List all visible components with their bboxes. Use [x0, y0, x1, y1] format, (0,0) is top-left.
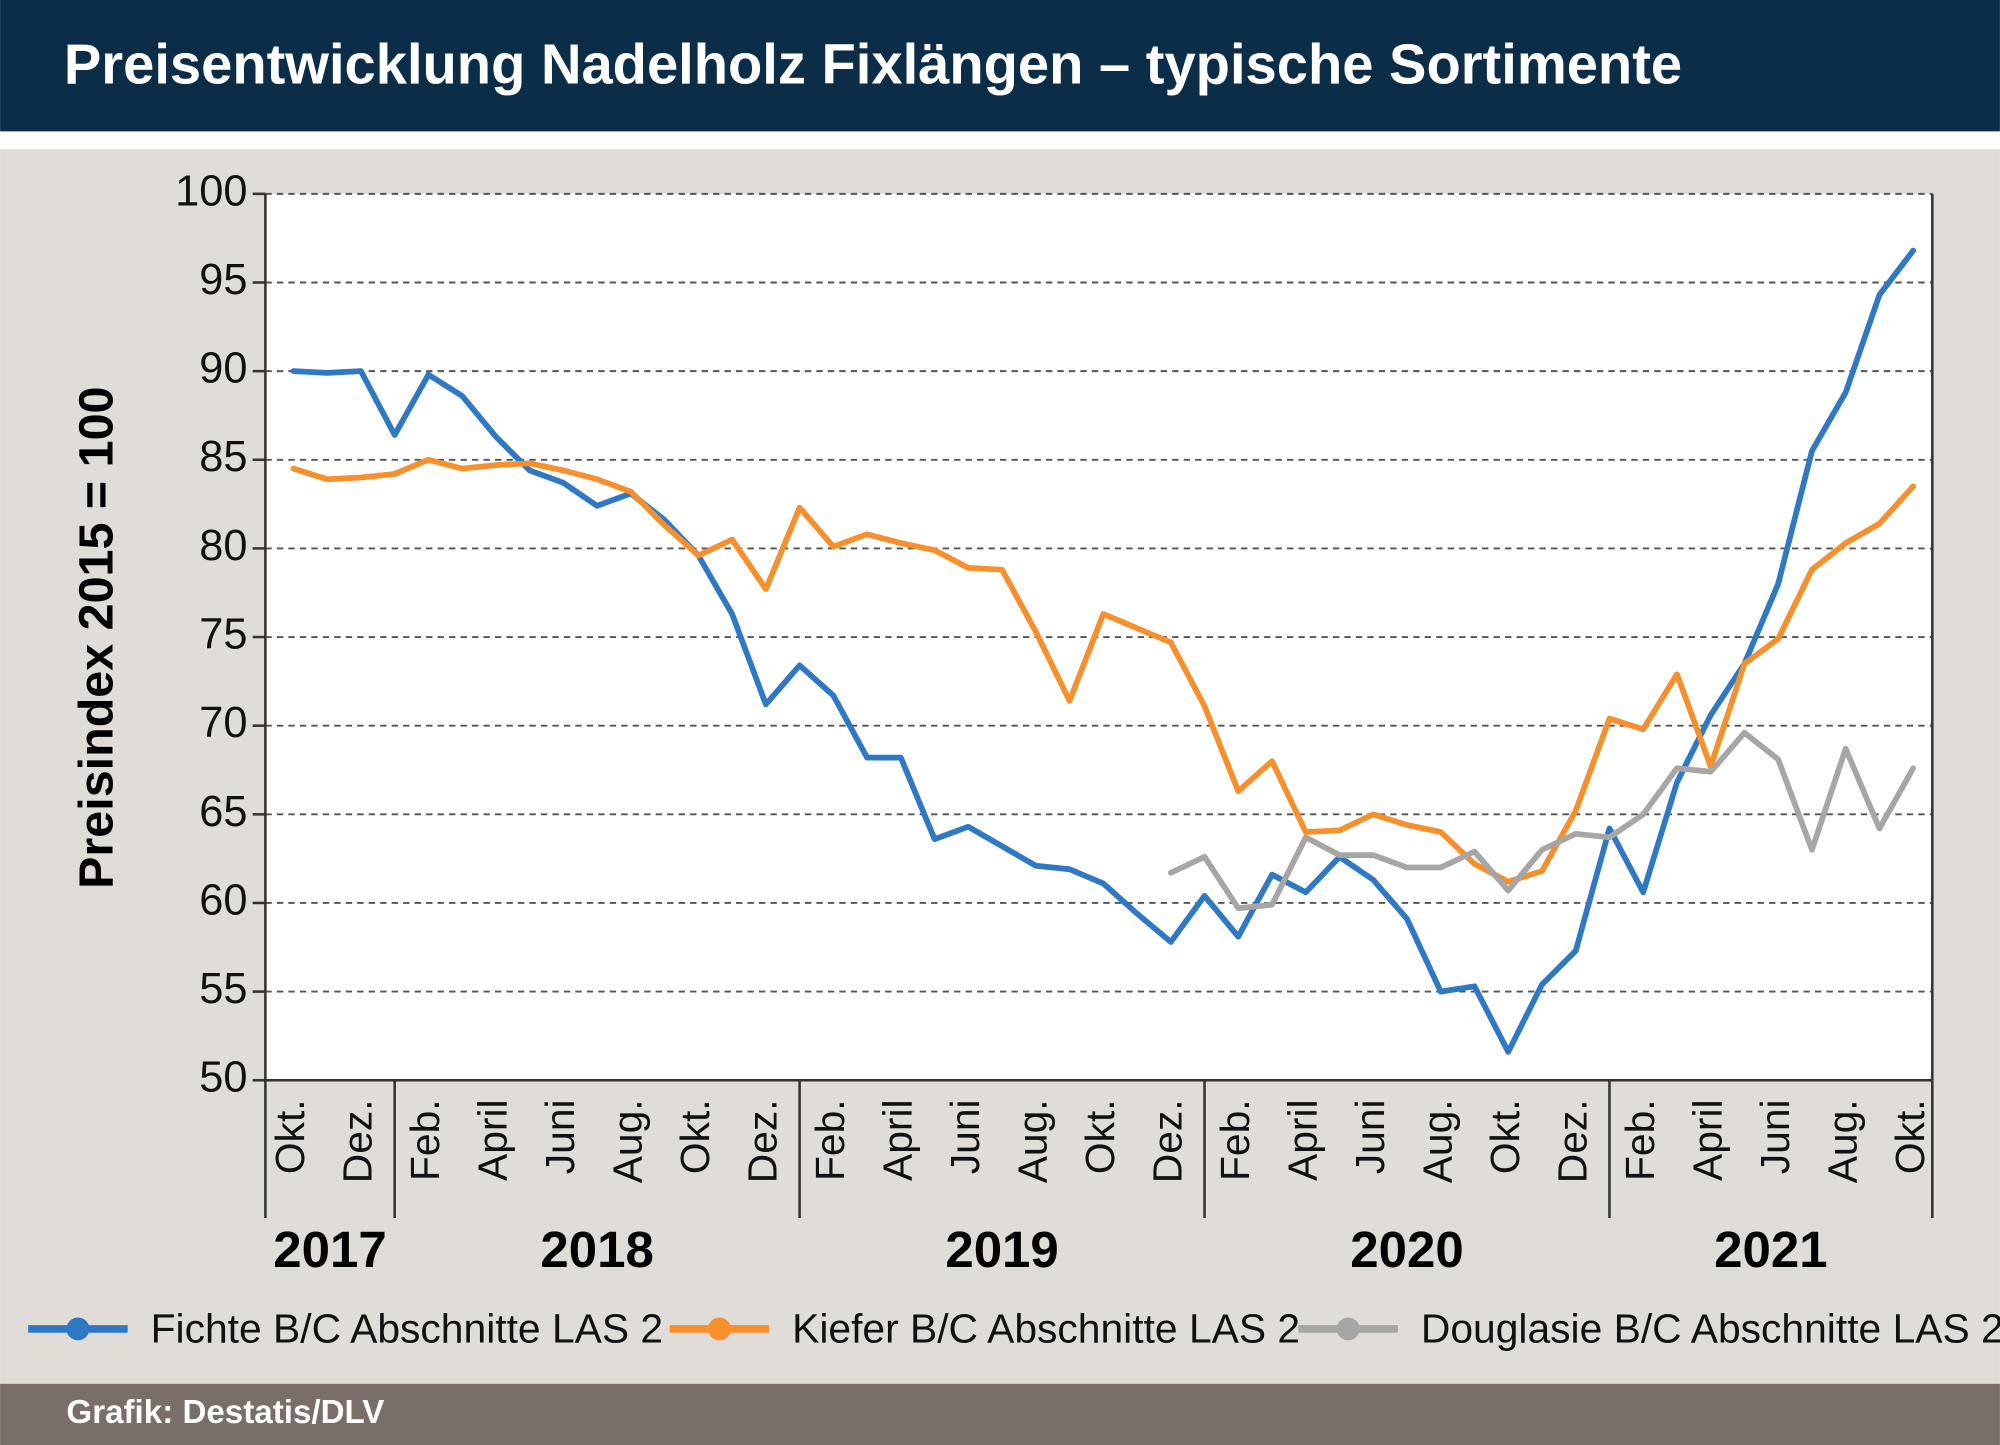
legend-label: Kiefer B/C Abschnitte LAS 2	[792, 1305, 1300, 1351]
x-tick-label: Juni	[1347, 1099, 1393, 1174]
y-tick-label: 100	[175, 167, 247, 215]
footer-band	[0, 1383, 2000, 1445]
source-note: Grafik: Destatis/DLV	[66, 1394, 384, 1431]
x-tick-label: Dez.	[335, 1099, 381, 1183]
x-tick-label: Feb.	[402, 1099, 448, 1181]
y-tick-label: 80	[199, 522, 247, 570]
x-tick-label: Okt.	[1887, 1099, 1933, 1174]
year-label: 2020	[1350, 1221, 1463, 1278]
chart-title: Preisentwicklung Nadelholz Fixlängen – t…	[64, 33, 1682, 96]
x-tick-label: Juni	[1752, 1099, 1798, 1174]
x-tick-label: Feb.	[1617, 1099, 1663, 1181]
x-tick-label: April	[875, 1099, 921, 1181]
x-tick-label: Okt.	[267, 1099, 313, 1174]
y-tick-label: 75	[199, 611, 247, 659]
x-tick-label: Juni	[537, 1099, 583, 1174]
data-line	[1167, 729, 1917, 912]
data-line	[290, 247, 1917, 1055]
x-tick-label: Okt.	[1482, 1099, 1528, 1174]
legend-label: Fichte B/C Abschnitte LAS 2	[151, 1305, 664, 1351]
y-tick-label: 85	[199, 433, 247, 481]
year-label: 2019	[945, 1221, 1058, 1278]
y-tick-label: 95	[199, 256, 247, 304]
x-tick-label: Dez.	[1145, 1099, 1191, 1183]
legend-label: Douglasie B/C Abschnitte LAS 2	[1421, 1305, 2000, 1351]
y-tick-label: 50	[199, 1054, 247, 1102]
x-tick-label: Aug.	[1415, 1099, 1461, 1183]
y-tick-label: 90	[199, 345, 247, 393]
year-label: 2018	[540, 1221, 653, 1278]
y-tick-label: 55	[199, 965, 247, 1013]
legend-marker	[66, 1317, 90, 1341]
x-tick-label: Feb.	[807, 1099, 853, 1181]
data-line	[290, 456, 1917, 885]
y-tick-label: 60	[199, 876, 247, 924]
x-tick-label: April	[470, 1099, 516, 1181]
year-label: 2021	[1714, 1221, 1827, 1278]
x-tick-label: Dez.	[740, 1099, 786, 1183]
header-band	[0, 0, 2000, 132]
x-tick-label: Aug.	[1819, 1099, 1865, 1183]
legend-marker	[707, 1317, 731, 1341]
x-tick-label: Aug.	[605, 1099, 651, 1183]
x-tick-label: Aug.	[1010, 1099, 1056, 1183]
x-tick-label: Okt.	[1077, 1099, 1123, 1174]
x-tick-label: April	[1684, 1099, 1730, 1181]
y-tick-label: 70	[199, 699, 247, 747]
x-tick-label: Feb.	[1212, 1099, 1258, 1181]
x-tick-label: Juni	[942, 1099, 988, 1174]
legend-marker	[1336, 1317, 1360, 1341]
y-tick-label: 65	[199, 788, 247, 836]
year-label: 2017	[273, 1221, 386, 1278]
x-tick-label: April	[1280, 1099, 1326, 1181]
y-axis-label: Preisindex 2015 = 100	[69, 386, 123, 888]
x-tick-label: Dez.	[1550, 1099, 1596, 1183]
x-tick-label: Okt.	[672, 1099, 718, 1174]
